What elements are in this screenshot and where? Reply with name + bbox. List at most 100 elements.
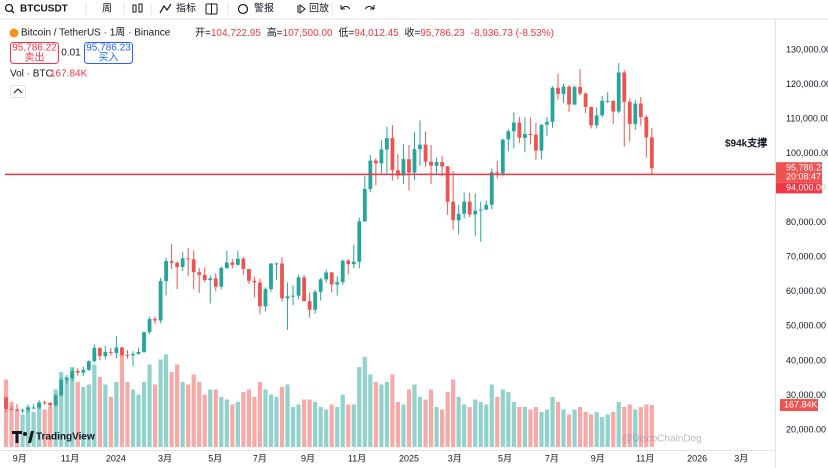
candle-body — [64, 378, 69, 380]
candle-body — [258, 282, 262, 307]
replay-icon[interactable] — [297, 3, 306, 15]
icon-part — [138, 3, 143, 13]
candle-body — [180, 258, 185, 267]
volume-bar — [186, 384, 191, 447]
undo-icon[interactable] — [340, 5, 351, 10]
close-label: 收= — [405, 26, 421, 39]
candle-body — [147, 319, 152, 333]
candle-body — [37, 402, 42, 408]
volume-bar — [462, 404, 467, 447]
volume-bar — [489, 384, 494, 447]
volume-bar — [37, 404, 42, 447]
indicators[interactable]: 指标 — [176, 2, 196, 15]
volume-bar — [285, 384, 290, 447]
volume-bar — [335, 407, 340, 447]
volume-bar — [103, 384, 108, 447]
volume-bar — [544, 409, 550, 447]
candle-body — [186, 258, 191, 260]
volume-legend-value: 167.84K — [50, 69, 88, 80]
interval[interactable]: 周 — [102, 3, 112, 15]
volume-bar — [241, 392, 246, 447]
volume-bar — [550, 397, 555, 447]
candle-body — [230, 262, 235, 265]
volume-bar — [64, 377, 69, 447]
volume-bar — [263, 389, 268, 447]
logo-mark — [12, 431, 22, 443]
volume-bar — [583, 412, 588, 447]
symbol[interactable]: BTCUSDT — [20, 4, 68, 15]
change: -8,936.73 (-8.53%) — [471, 28, 554, 39]
volume-bar — [70, 367, 75, 447]
candle-body — [340, 260, 345, 283]
volume-bar — [290, 407, 296, 447]
low-label: 低= — [338, 26, 354, 39]
candle-body — [31, 407, 36, 409]
candle-body — [136, 351, 141, 354]
candle-body — [224, 262, 229, 268]
volume-bar — [484, 404, 489, 447]
candle-body — [42, 402, 47, 404]
candle-body — [616, 72, 621, 112]
candle-body — [556, 87, 560, 94]
volume-bar — [379, 384, 384, 447]
redo-icon[interactable] — [364, 5, 375, 10]
replay[interactable]: 回放 — [309, 2, 329, 15]
candle-body — [462, 201, 467, 214]
volume-bar — [368, 374, 373, 447]
volume-bar — [351, 404, 356, 447]
search-icon[interactable] — [4, 3, 14, 13]
volume-bar — [158, 359, 163, 447]
candle-body — [445, 166, 450, 202]
collapse-button[interactable] — [10, 85, 26, 98]
volume-bar — [528, 409, 533, 447]
volume-bar — [346, 404, 351, 447]
candle-body — [550, 87, 555, 122]
candle-body — [213, 278, 218, 287]
candle-body — [313, 291, 318, 310]
alert-icon[interactable] — [237, 3, 249, 15]
search-icon-handle — [11, 10, 15, 14]
sell-button[interactable] — [10, 42, 59, 64]
candle-body — [164, 261, 168, 282]
volume-bar — [119, 352, 125, 447]
last-price-tag — [776, 162, 822, 183]
chart-type-icon[interactable] — [132, 3, 143, 13]
logo-mark — [28, 431, 34, 443]
candle-body — [456, 213, 461, 221]
candle-body — [511, 122, 516, 132]
spread: 0.01 — [61, 48, 81, 59]
volume-bar — [235, 402, 240, 447]
candle-body — [605, 100, 610, 102]
candle-body — [219, 267, 224, 287]
volume-bar — [473, 399, 478, 447]
candle-body — [20, 409, 25, 411]
buy-button[interactable] — [84, 42, 133, 64]
volume-bar — [495, 397, 500, 447]
volume-bar — [401, 404, 406, 447]
ohlc: 开=104,722.95 高=107,500.00 低=94,012.45 收=… — [195, 26, 554, 39]
volume-bar — [395, 402, 401, 447]
candle-body — [15, 409, 19, 411]
volume-bar — [533, 407, 539, 447]
buy-label: 买入 — [99, 52, 119, 64]
volume-bar — [3, 379, 9, 447]
candle-body — [235, 258, 240, 265]
candle-body — [528, 133, 533, 135]
candle-body — [191, 259, 196, 273]
volume-bar — [274, 397, 279, 447]
volume-bar — [439, 409, 445, 447]
volume-bar — [147, 364, 152, 447]
volume-bar — [611, 412, 616, 447]
credit: @DiscoChainDog — [622, 434, 702, 445]
volume-bar — [506, 392, 511, 447]
volume-bar — [589, 414, 594, 447]
alerts[interactable]: 警报 — [254, 2, 274, 15]
volume-bar — [136, 394, 141, 447]
logo-mark — [23, 432, 27, 436]
candle-body — [153, 319, 157, 321]
volume-bar — [539, 412, 544, 447]
indicators-icon[interactable] — [159, 3, 172, 14]
volume-bar — [75, 382, 80, 447]
x-tick-label: 7月 — [253, 453, 267, 463]
candle-body — [241, 258, 246, 270]
